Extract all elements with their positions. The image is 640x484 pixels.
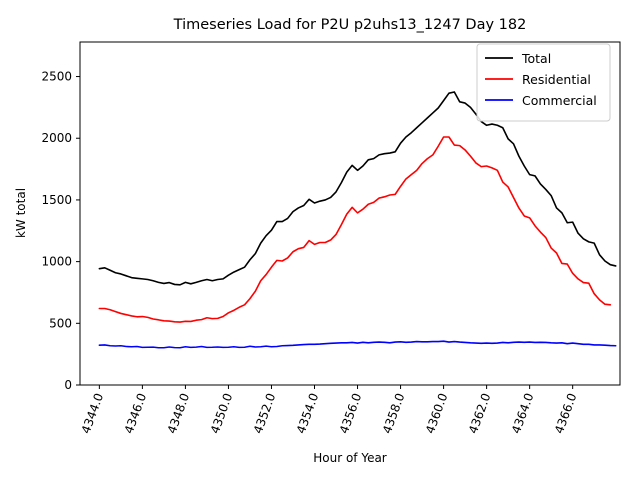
y-tick-label: 1000	[41, 255, 72, 269]
series-line-residential	[98, 136, 612, 323]
axes-frame	[79, 41, 621, 386]
legend-label-total: Total	[521, 51, 551, 66]
y-tick-label: 500	[49, 316, 72, 330]
y-tick-label: 0	[64, 378, 72, 392]
legend-label-commercial: Commercial	[522, 93, 597, 108]
series-line-commercial	[98, 340, 617, 349]
y-tick-label: 2500	[41, 70, 72, 84]
chart-title: Timeseries Load for P2U p2uhs13_1247 Day…	[173, 17, 527, 33]
y-tick-label: 1500	[41, 193, 72, 207]
y-tick-label: 2000	[41, 131, 72, 145]
series-line-total	[98, 91, 617, 286]
y-axis-label: kW total	[14, 188, 28, 238]
legend-box	[476, 43, 611, 122]
x-axis-label: Hour of Year	[313, 451, 387, 465]
legend-label-residential: Residential	[522, 72, 591, 87]
